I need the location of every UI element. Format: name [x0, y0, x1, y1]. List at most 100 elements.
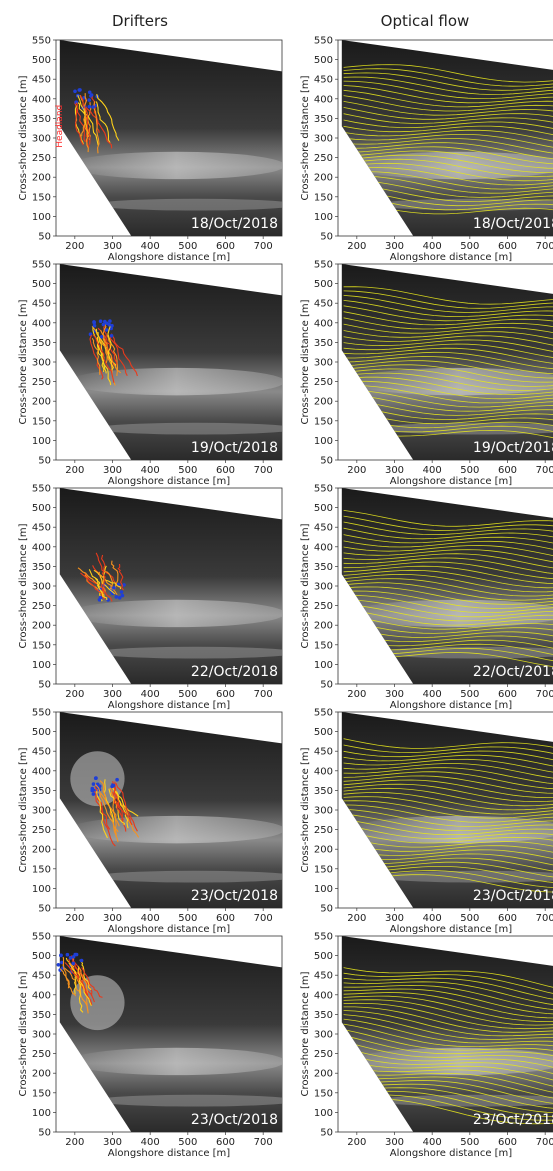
flow-streamline — [343, 545, 553, 560]
flow-streamline — [343, 614, 553, 630]
y-tick-label: 550 — [32, 260, 51, 271]
flow-streamline — [343, 1002, 553, 1030]
y-tick-label: 150 — [32, 864, 51, 875]
panel-label: (j) — [344, 1110, 359, 1126]
drifter-endpoint — [91, 105, 95, 109]
y-tick-label: 100 — [32, 884, 51, 895]
x-tick-label: 700 — [536, 913, 553, 924]
y-tick-label: 250 — [32, 1049, 51, 1060]
x-tick-label: 500 — [178, 689, 197, 700]
drifter-endpoint — [110, 323, 114, 328]
x-tick-label: 300 — [103, 465, 122, 476]
flow-streamline — [343, 146, 553, 165]
panel-label: (h) — [344, 886, 364, 902]
flow-streamline — [343, 837, 553, 850]
drifter-track — [93, 569, 116, 595]
x-tick-label: 400 — [423, 913, 442, 924]
y-tick-label: 100 — [314, 1108, 333, 1119]
drifter-track — [112, 781, 124, 821]
panel-label: (a) — [62, 214, 82, 230]
panel-f: 50 100 150 200 250 300 350 400 450 500 550 200 300 40… — [300, 484, 553, 711]
y-tick-label: 350 — [314, 1010, 333, 1021]
north-label: N — [256, 56, 263, 67]
flow-streamline — [343, 167, 553, 186]
flow-streamline — [343, 1006, 553, 1033]
panel-g: 50 100 150 200 250 300 350 400 450 500 550 200 300 40… — [18, 708, 283, 935]
flow-streamline — [343, 134, 553, 151]
x-tick-label: 400 — [141, 465, 160, 476]
y-tick-label: 350 — [32, 562, 51, 573]
y-tick-label: 550 — [32, 36, 51, 47]
flow-streamline — [343, 779, 553, 798]
x-tick-label: 200 — [347, 689, 366, 700]
x-tick-label: 700 — [254, 465, 273, 476]
drifter-track — [80, 572, 106, 600]
flow-streamline — [343, 981, 553, 1007]
drifter-endpoint — [115, 777, 119, 782]
drifter-endpoint — [104, 328, 109, 332]
drifter-track — [87, 102, 92, 138]
flow-streamline — [343, 557, 553, 576]
y-tick-label: 550 — [314, 36, 333, 47]
flow-streamline — [343, 305, 553, 322]
y-tick-label: 450 — [314, 747, 333, 758]
drifter-track — [110, 333, 138, 377]
flow-streamline — [343, 125, 553, 139]
drifter-track — [103, 779, 114, 823]
flow-streamline — [343, 76, 553, 95]
y-tick-label: 400 — [32, 318, 51, 329]
drifter-endpoint — [89, 93, 94, 97]
x-tick-label: 500 — [460, 913, 479, 924]
x-tick-label: 400 — [423, 689, 442, 700]
x-axis-label: Alongshore distance [m] — [108, 924, 231, 935]
drifter-track — [117, 563, 124, 591]
drifter-track — [91, 337, 101, 375]
y-tick-label: 200 — [32, 845, 51, 856]
y-axis-label: Cross-shore distance [m] — [300, 523, 311, 648]
drifter-track — [79, 959, 92, 991]
flow-streamline — [343, 372, 553, 391]
y-tick-label: 550 — [32, 484, 51, 495]
drifter-track — [74, 100, 86, 143]
drifter-endpoint — [65, 952, 70, 957]
flow-streamline — [343, 171, 553, 190]
flow-streamline — [343, 113, 553, 126]
y-tick-label: 450 — [314, 971, 333, 982]
drifter-track — [77, 965, 89, 1014]
flow-streamline — [343, 80, 553, 100]
y-tick-label: 150 — [314, 192, 333, 203]
x-axis-label: Alongshore distance [m] — [390, 1148, 513, 1159]
north-arrow-icon — [548, 283, 553, 288]
flow-streamline — [343, 311, 553, 326]
drifter-endpoint — [90, 788, 94, 793]
flow-streamline — [343, 1029, 553, 1054]
x-tick-label: 400 — [423, 1137, 442, 1148]
y-axis-label: Cross-shore distance [m] — [300, 75, 311, 200]
flow-streamline — [343, 150, 553, 169]
drifter-track — [101, 554, 106, 591]
y-tick-label: 550 — [314, 708, 333, 719]
flow-streamline — [343, 1023, 553, 1049]
drifter-endpoint — [109, 334, 114, 338]
y-tick-label: 550 — [314, 484, 333, 495]
drifter-endpoint — [60, 960, 64, 965]
y-tick-label: 400 — [32, 766, 51, 777]
flow-streamline — [343, 977, 553, 1003]
drifter-endpoint — [79, 958, 84, 963]
flow-streamline — [343, 984, 553, 1011]
flow-streamline — [343, 783, 553, 803]
y-tick-label: 250 — [314, 601, 333, 612]
x-tick-label: 700 — [254, 913, 273, 924]
x-tick-label: 300 — [103, 1137, 122, 1148]
flow-streamline — [343, 1053, 553, 1079]
y-tick-label: 400 — [32, 990, 51, 1001]
drifter-endpoint — [111, 783, 116, 788]
flow-streamline — [343, 393, 553, 412]
y-tick-label: 150 — [314, 640, 333, 651]
drifter-endpoint — [98, 595, 103, 600]
x-tick-label: 300 — [103, 241, 122, 252]
drifter-endpoint — [73, 89, 77, 94]
headland-label: Headland — [55, 105, 65, 148]
y-tick-label: 400 — [314, 990, 333, 1001]
drifter-track — [68, 962, 92, 1007]
